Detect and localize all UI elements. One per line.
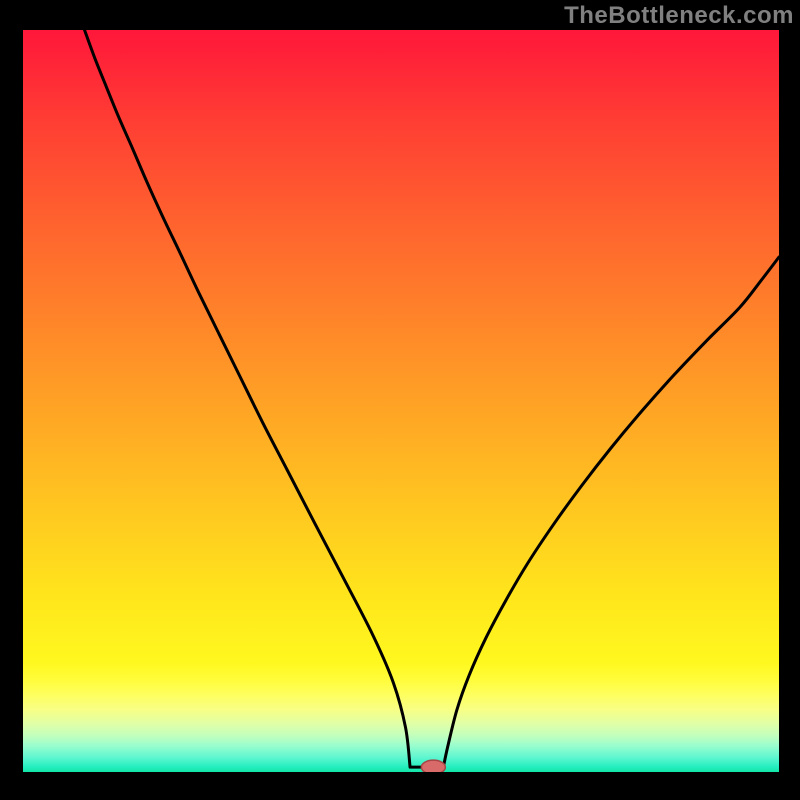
plot-background-gradient [23, 30, 779, 772]
chart-stage: TheBottleneck.com [0, 0, 800, 800]
bottleneck-chart [0, 0, 800, 800]
watermark-text: TheBottleneck.com [564, 2, 794, 30]
